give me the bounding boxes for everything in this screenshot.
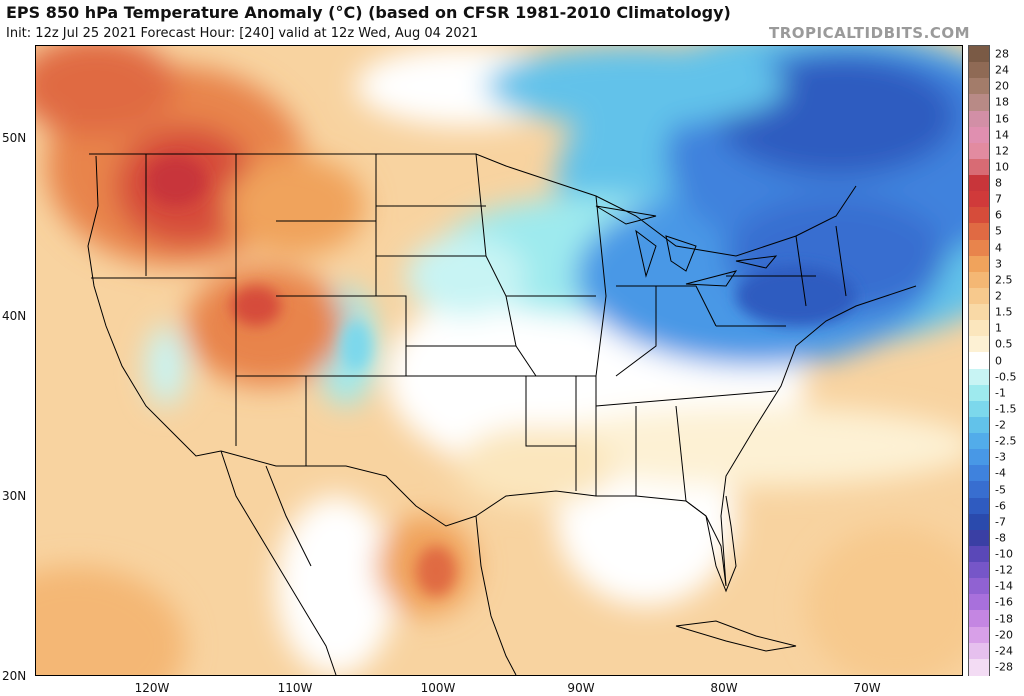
lon-label-120w: 120W bbox=[134, 681, 170, 695]
colorbar-tick-label: 28 bbox=[995, 47, 1009, 61]
colorbar-tick-label: 2 bbox=[995, 289, 1002, 303]
colorbar-swatch bbox=[969, 481, 989, 499]
colorbar-tick-label: -6 bbox=[995, 499, 1006, 513]
colorbar-tick-label: -14 bbox=[995, 579, 1013, 593]
anomaly-map[interactable] bbox=[35, 45, 963, 676]
colorbar-tick-label: 4 bbox=[995, 241, 1002, 255]
colorbar-swatch bbox=[969, 465, 989, 483]
colorbar-tick-label: -18 bbox=[995, 612, 1013, 626]
colorbar-tick-label: 8 bbox=[995, 176, 1002, 190]
colorbar-tick-label: 7 bbox=[995, 192, 1002, 206]
colorbar-tick-label: -1 bbox=[995, 386, 1006, 400]
colorbar-swatch bbox=[969, 626, 989, 644]
colorbar-tick-label: -24 bbox=[995, 644, 1013, 658]
colorbar-tick-label: -20 bbox=[995, 628, 1013, 642]
colorbar-swatch bbox=[969, 110, 989, 128]
colorbar bbox=[968, 45, 990, 676]
colorbar-tick-label: 20 bbox=[995, 79, 1009, 93]
colorbar-swatch bbox=[969, 658, 989, 676]
colorbar-swatch bbox=[969, 416, 989, 434]
colorbar-swatch bbox=[969, 352, 989, 370]
colorbar-tick-label: -2.5 bbox=[995, 434, 1017, 448]
colorbar-tick-label: 12 bbox=[995, 144, 1009, 158]
site-watermark[interactable]: TROPICALTIDBITS.COM bbox=[769, 24, 970, 42]
colorbar-swatch bbox=[969, 497, 989, 515]
colorbar-swatch bbox=[969, 304, 989, 321]
colorbar-tick-label: -28 bbox=[995, 660, 1013, 674]
colorbar-tick-label: -16 bbox=[995, 595, 1013, 609]
colorbar-swatch bbox=[969, 78, 989, 95]
colorbar-swatch bbox=[969, 142, 989, 160]
colorbar-swatch bbox=[969, 513, 989, 531]
colorbar-tick-label: 18 bbox=[995, 95, 1009, 109]
colorbar-tick-label: -5 bbox=[995, 483, 1006, 497]
colorbar-tick-label: -2 bbox=[995, 418, 1006, 432]
chart-subtitle: Init: 12z Jul 25 2021 Forecast Hour: [24… bbox=[6, 26, 479, 41]
colorbar-swatch bbox=[969, 642, 989, 660]
colorbar-tick-label: -4 bbox=[995, 466, 1006, 480]
map-canvas bbox=[36, 46, 962, 675]
colorbar-swatch bbox=[969, 336, 989, 354]
colorbar-swatch bbox=[969, 545, 989, 563]
colorbar-swatch bbox=[969, 562, 989, 579]
colorbar-tick-label: -8 bbox=[995, 531, 1006, 545]
colorbar-swatch bbox=[969, 368, 989, 386]
colorbar-swatch bbox=[969, 46, 989, 63]
colorbar-tick-label: 14 bbox=[995, 128, 1009, 142]
map-boundaries bbox=[87, 153, 917, 675]
anomaly-shading bbox=[36, 46, 962, 675]
colorbar-tick-label: -0.5 bbox=[995, 370, 1017, 384]
colorbar-tick-label: -1.5 bbox=[995, 402, 1017, 416]
lat-label-30n: 30N bbox=[2, 489, 27, 503]
colorbar-tick-label: 16 bbox=[995, 112, 1009, 126]
colorbar-tick-label: -3 bbox=[995, 450, 1006, 464]
colorbar-tick-label: 10 bbox=[995, 160, 1009, 174]
colorbar-swatch bbox=[969, 400, 989, 418]
colorbar-swatch bbox=[969, 271, 989, 289]
lon-label-90w: 90W bbox=[567, 681, 595, 695]
colorbar-swatch bbox=[969, 594, 989, 612]
colorbar-swatch bbox=[969, 433, 989, 450]
lon-label-100w: 100W bbox=[420, 681, 456, 695]
colorbar-tick-label: -10 bbox=[995, 547, 1013, 561]
colorbar-swatch bbox=[969, 239, 989, 257]
colorbar-swatch bbox=[969, 223, 989, 241]
colorbar-tick-label: 1 bbox=[995, 321, 1002, 335]
colorbar-swatch bbox=[969, 449, 989, 466]
colorbar-tick-label: 5 bbox=[995, 224, 1002, 238]
lat-label-40n: 40N bbox=[2, 309, 27, 323]
colorbar-tick-label: 3 bbox=[995, 257, 1002, 271]
colorbar-swatch bbox=[969, 529, 989, 547]
colorbar-tick-label: 0.5 bbox=[995, 337, 1013, 351]
colorbar-tick-label: 2.5 bbox=[995, 273, 1013, 287]
lon-label-80w: 80W bbox=[710, 681, 738, 695]
colorbar-tick-label: 0 bbox=[995, 354, 1002, 367]
colorbar-swatch bbox=[969, 191, 989, 208]
colorbar-swatch bbox=[969, 175, 989, 192]
colorbar-tick-label: 6 bbox=[995, 208, 1002, 222]
colorbar-swatch bbox=[969, 126, 989, 144]
colorbar-swatch bbox=[969, 255, 989, 273]
colorbar-tick-label: -7 bbox=[995, 515, 1006, 529]
colorbar-swatch bbox=[969, 62, 989, 79]
colorbar-swatch bbox=[969, 287, 989, 305]
colorbar-swatch bbox=[969, 578, 989, 595]
anomaly-detail bbox=[146, 156, 856, 596]
lat-label-20n: 20N bbox=[2, 669, 27, 683]
lon-label-70w: 70W bbox=[853, 681, 881, 695]
colorbar-swatch bbox=[969, 320, 989, 337]
colorbar-swatch bbox=[969, 207, 989, 224]
colorbar-tick-label: 1.5 bbox=[995, 305, 1013, 319]
colorbar-swatch bbox=[969, 384, 989, 402]
colorbar-swatch bbox=[969, 158, 989, 176]
colorbar-tick-label: 24 bbox=[995, 63, 1009, 77]
lat-label-50n: 50N bbox=[2, 131, 27, 145]
colorbar-swatch bbox=[969, 610, 989, 628]
chart-title: EPS 850 hPa Temperature Anomaly (°C) (ba… bbox=[6, 3, 731, 22]
colorbar-swatch bbox=[969, 94, 989, 112]
lon-label-110w: 110W bbox=[277, 681, 313, 695]
colorbar-tick-label: -12 bbox=[995, 563, 1013, 577]
